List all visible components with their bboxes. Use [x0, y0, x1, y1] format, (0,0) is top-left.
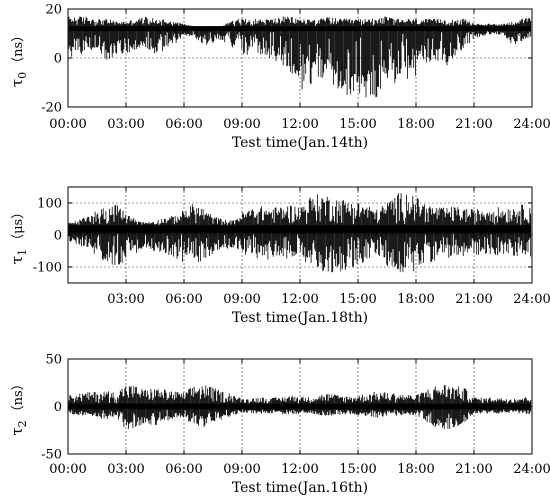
x-tick-label: 12:00 [281, 292, 318, 307]
data-series-2 [68, 385, 532, 430]
y-axis-label: τ0 （ns） [8, 29, 29, 87]
y-axis-unit: （ns） [11, 29, 26, 70]
chart-panel-0: 00:00 03:00 06:00 09:00 12:00 15:00 18:00 21:00… [8, 3, 550, 152]
x-tick-label: 18:00 [397, 292, 434, 307]
x-tick-label: 09:00 [223, 292, 260, 307]
x-tick-label: 24:00 [513, 462, 550, 477]
y-axis-label: τ1 （μs） [8, 206, 29, 264]
x-tick-label: 03:00 [107, 117, 144, 132]
x-tick-label: 24:00 [513, 292, 550, 307]
x-tick-label: 15:00 [339, 117, 376, 132]
data-band-0 [69, 26, 531, 32]
y-tick-label: 0 [54, 400, 62, 415]
chart-panel-1: 03:00 06:00 09:00 12:00 15:00 18:00 21:00 24:00… [8, 186, 550, 326]
data-series-1 [68, 193, 532, 273]
y-tick-label: 0 [54, 229, 62, 244]
y-tick-label: -50 [41, 448, 62, 463]
x-tick-label: 03:00 [107, 462, 144, 477]
x-tick-label: 21:00 [455, 462, 492, 477]
x-tick-label: 12:00 [281, 117, 318, 132]
x-tick-label: 00:00 [49, 117, 86, 132]
x-axis-label: Test time(Jan.16th) [232, 480, 368, 496]
x-tick-label: 06:00 [165, 462, 202, 477]
x-tick-label: 06:00 [165, 117, 202, 132]
x-tick-label: 18:00 [397, 117, 434, 132]
x-tick-label: 24:00 [513, 117, 550, 132]
data-series-0 [68, 16, 532, 98]
y-tick-label: 100 [37, 197, 62, 212]
x-tick-label: 21:00 [455, 292, 492, 307]
data-band-1 [69, 225, 531, 234]
x-axis-label: Test time(Jan.18th) [232, 310, 368, 326]
y-axis-subscript: 0 [16, 72, 29, 79]
y-axis-label: τ2 （ns） [8, 377, 29, 435]
y-tick-label: 0 [54, 52, 62, 67]
y-tick-label: -100 [33, 261, 62, 276]
x-tick-label: 18:00 [397, 462, 434, 477]
x-tick-label: 09:00 [223, 117, 260, 132]
y-tick-label: 50 [45, 353, 62, 368]
data-band-2 [69, 403, 531, 410]
y-axis-subscript: 2 [16, 420, 29, 427]
y-tick-label: -20 [41, 101, 62, 116]
x-tick-label: 21:00 [455, 117, 492, 132]
x-axis-label: Test time(Jan.14th) [232, 135, 368, 151]
y-axis-symbol: τ [8, 79, 26, 87]
x-tick-label: 06:00 [165, 292, 202, 307]
y-axis-unit: （ns） [11, 377, 26, 418]
y-axis-symbol: τ [8, 256, 26, 264]
x-tick-label: 03:00 [107, 292, 144, 307]
y-axis-unit: （μs） [11, 206, 26, 247]
chart-panel-2: 00:00 03:00 06:00 09:00 12:00 15:00 18:00 21:00… [8, 353, 550, 497]
x-tick-label: 15:00 [339, 292, 376, 307]
x-tick-label: 15:00 [339, 462, 376, 477]
y-axis-subscript: 1 [16, 249, 29, 256]
x-tick-label: 00:00 [49, 462, 86, 477]
y-axis-symbol: τ [8, 427, 26, 435]
y-tick-label: 20 [45, 3, 62, 18]
x-tick-label: 09:00 [223, 462, 260, 477]
x-tick-label: 12:00 [281, 462, 318, 477]
